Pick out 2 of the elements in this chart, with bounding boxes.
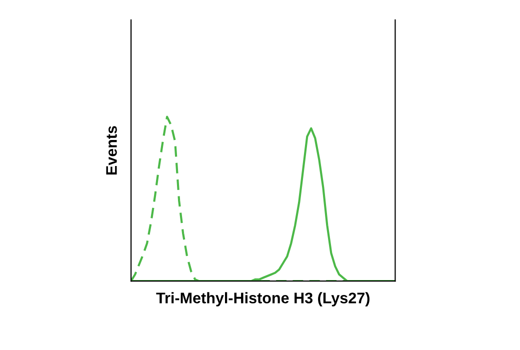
y-axis-title: Events <box>106 126 117 175</box>
x-axis-title: Tri-Methyl-Histone H3 (Lys27) <box>156 292 370 306</box>
